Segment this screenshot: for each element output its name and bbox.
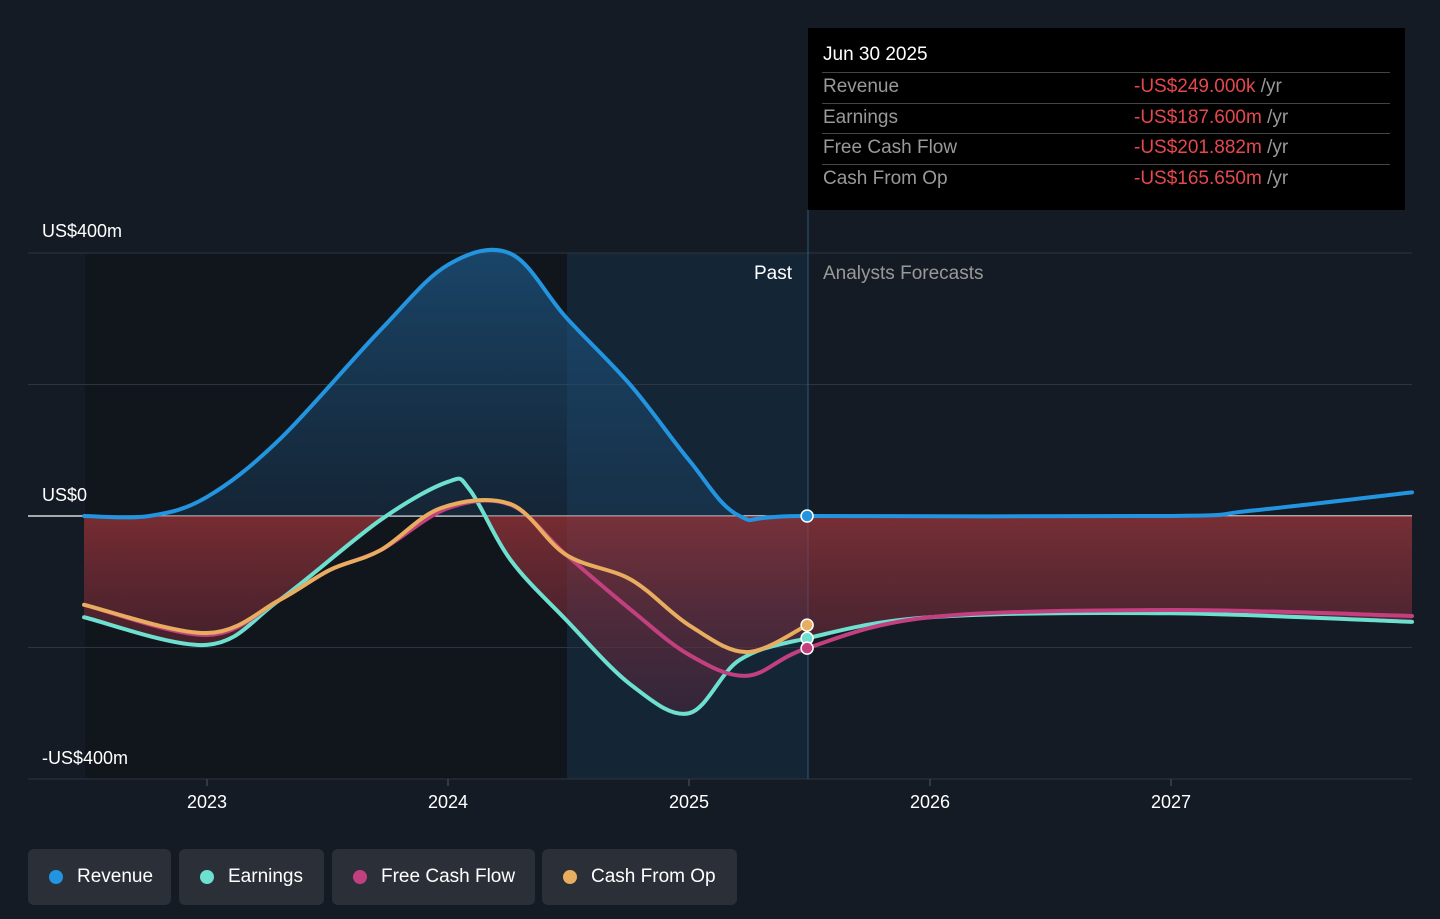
tooltip-label: Cash From Op — [823, 167, 948, 189]
legend-item-cash-from-op[interactable]: Cash From Op — [542, 849, 737, 905]
tooltip-row: Revenue -US$249.000k /yr — [822, 72, 1390, 103]
legend-item-free-cash-flow[interactable]: Free Cash Flow — [332, 849, 535, 905]
tooltip-value: -US$201.882m /yr — [1134, 137, 1289, 158]
tooltip-unit: /yr — [1267, 167, 1289, 189]
revenue-area — [84, 249, 808, 521]
x-tick-label: 2023 — [187, 792, 227, 812]
tooltip-value: -US$165.650m /yr — [1134, 167, 1289, 189]
tooltip-date: Jun 30 2025 — [823, 44, 928, 65]
tooltip-label: Earnings — [823, 106, 898, 128]
legend-item-earnings[interactable]: Earnings — [179, 849, 324, 905]
legend-dot-icon — [49, 870, 63, 884]
tooltip-row: Cash From Op -US$165.650m /yr — [822, 163, 1390, 195]
x-tick-label: 2027 — [1151, 792, 1191, 812]
data-point-revenue — [800, 509, 814, 523]
legend-dot-icon — [200, 870, 214, 884]
legend-label: Earnings — [228, 866, 303, 887]
earnings-area — [84, 516, 1412, 714]
series-line-revenue — [82, 247, 1414, 523]
legend-label: Cash From Op — [591, 866, 716, 887]
tooltip-value: -US$249.000k /yr — [1134, 76, 1282, 97]
past-label: Past — [754, 263, 793, 284]
tooltip-row: Earnings -US$187.600m /yr — [822, 102, 1390, 134]
y-tick-0: US$0 — [42, 485, 88, 505]
data-point-free-cash-flow — [800, 641, 814, 655]
forecast-label: Analysts Forecasts — [823, 263, 984, 284]
tooltip: Jun 30 2025 Revenue -US$249.000k /yr Earni… — [808, 28, 1405, 210]
series-line-cash-from-op — [82, 498, 810, 655]
x-tick-label: 2026 — [910, 792, 950, 812]
tooltip-value: -US$187.600m /yr — [1134, 106, 1289, 128]
tooltip-row: Free Cash Flow -US$201.882m /yr — [822, 133, 1390, 164]
tooltip-unit: /yr — [1267, 137, 1289, 158]
y-tick-neg400: -US$400m — [42, 748, 129, 768]
legend-dot-icon — [563, 870, 577, 884]
legend-label: Revenue — [77, 866, 154, 887]
x-tick-label: 2024 — [428, 792, 468, 812]
legend-item-revenue[interactable]: Revenue — [28, 849, 171, 905]
tooltip-label: Revenue — [823, 76, 900, 97]
tooltip-unit: /yr — [1267, 106, 1289, 128]
y-tick-400: US$400m — [42, 221, 123, 241]
legend-dot-icon — [353, 870, 367, 884]
tooltip-unit: /yr — [1260, 76, 1282, 97]
data-point-cash-from-op — [800, 618, 814, 632]
tooltip-label: Free Cash Flow — [823, 137, 958, 158]
legend-label: Free Cash Flow — [381, 866, 516, 887]
x-tick-label: 2025 — [669, 792, 709, 812]
